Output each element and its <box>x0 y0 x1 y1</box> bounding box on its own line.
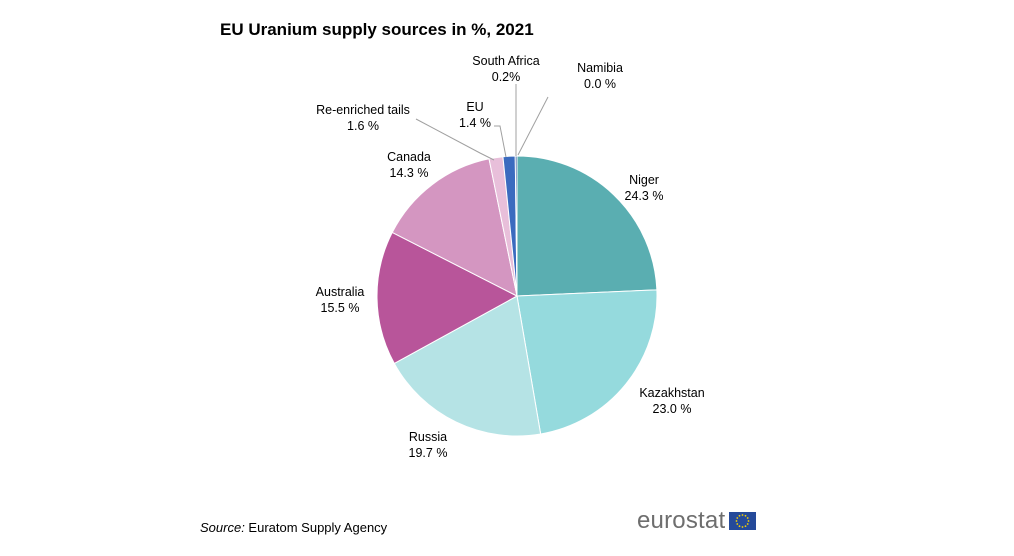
slice-value-label: 1.6 % <box>347 119 379 133</box>
slice-value-label: 24.3 % <box>625 189 664 203</box>
flag-star <box>741 514 744 516</box>
slice-name-label: South Africa <box>472 54 539 68</box>
leader-lines <box>415 84 549 161</box>
slice-name-label: Namibia <box>577 61 623 75</box>
slice-value-label: 14.3 % <box>390 166 429 180</box>
flag-star <box>747 523 749 525</box>
leader-line <box>415 118 495 161</box>
pie-slice-australia <box>376 231 519 365</box>
slice-name-label: Australia <box>316 285 365 299</box>
leader-line <box>517 96 549 156</box>
flag-star <box>741 526 744 528</box>
slice-labels: Niger 24.3 % Kazakhstan 23.0 % Russia 19.7 % A… <box>316 54 705 460</box>
slice-value-label: 1.4 % <box>459 116 491 130</box>
flag-star <box>738 514 741 517</box>
source-note: Source: Euratom Supply Agency <box>200 520 387 535</box>
slice-value-label: 15.5 % <box>321 301 360 315</box>
slice-name-label: Canada <box>387 150 431 164</box>
flag-star <box>744 514 747 517</box>
slice-name-label: Russia <box>409 430 447 444</box>
flag-star <box>744 525 747 528</box>
slice-value-label: 19.7 % <box>409 446 448 460</box>
flag-star <box>747 517 749 519</box>
flag-star <box>735 520 738 522</box>
flag-field <box>729 512 757 530</box>
pie-slice-south-africa <box>514 155 518 297</box>
eurostat-logo-text: eurostat <box>637 507 726 534</box>
slice-name-label: Re-enriched tails <box>316 103 410 117</box>
flag-star <box>736 523 739 525</box>
leader-line <box>494 125 507 158</box>
eurostat-logo: eurostat <box>637 507 757 534</box>
flag-star <box>738 525 741 528</box>
slice-value-label: 0.0 % <box>584 77 616 91</box>
flag-star <box>747 520 750 522</box>
flag-star <box>736 517 739 519</box>
slice-value-label: 23.0 % <box>653 402 692 416</box>
pie-slice-canada <box>391 158 518 297</box>
slice-value-label: 0.2% <box>492 70 521 84</box>
chart-title: EU Uranium supply sources in %, 2021 <box>220 20 534 39</box>
pie-slice-niger <box>516 155 658 297</box>
slice-name-label: Niger <box>629 173 659 187</box>
eu-flag-icon <box>729 512 757 530</box>
slice-name-label: EU <box>466 100 483 114</box>
pie-slice-russia <box>393 295 542 437</box>
slice-name-label: Kazakhstan <box>639 386 704 400</box>
pie-slices <box>376 155 658 437</box>
source-lead: Source: <box>200 520 245 535</box>
pie-slice-kazakhstan <box>516 289 658 435</box>
source-text: Euratom Supply Agency <box>244 520 388 535</box>
